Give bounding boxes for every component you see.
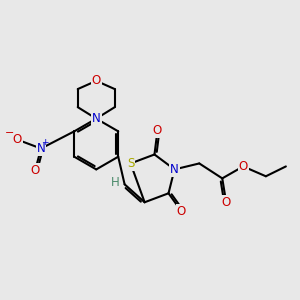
Text: O: O [177,205,186,218]
Text: N: N [37,142,45,155]
Text: O: O [221,196,231,209]
Text: O: O [30,164,40,177]
Text: N: N [92,112,100,125]
Text: O: O [153,124,162,137]
Text: N: N [170,163,179,176]
Text: +: + [41,138,49,147]
Text: −: − [5,128,14,138]
Text: O: O [92,74,101,87]
Text: H: H [111,176,119,189]
Text: O: O [13,133,22,146]
Text: S: S [127,157,134,170]
Text: O: O [238,160,248,173]
